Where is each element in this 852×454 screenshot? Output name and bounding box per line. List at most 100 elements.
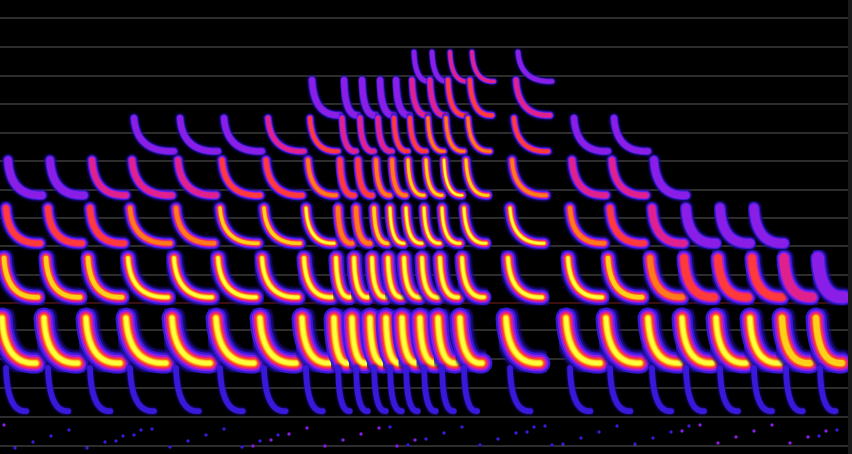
call-harmonic [648, 364, 675, 415]
noise-speck [132, 433, 136, 437]
call-harmonic [405, 113, 431, 157]
call-harmonic [0, 200, 48, 251]
noise-speck [716, 441, 720, 445]
noise-speck [817, 434, 821, 438]
call-harmonic [202, 304, 268, 377]
call-harmonic [82, 200, 132, 251]
noise-speck [222, 427, 226, 431]
call-harmonic [774, 248, 822, 307]
noise-speck [67, 428, 71, 432]
call-harmonic [438, 364, 458, 415]
call-harmonic [746, 200, 792, 251]
call-harmonic [118, 248, 178, 307]
noise-speck [698, 423, 702, 427]
noise-speck [49, 434, 53, 438]
call-harmonic [175, 113, 223, 157]
call-harmonic [802, 304, 852, 377]
call-harmonic [416, 200, 448, 251]
call-harmonic [86, 364, 114, 415]
call-harmonic [260, 154, 308, 202]
noise-speck [550, 443, 554, 447]
call-harmonic [712, 200, 758, 251]
noise-speck [824, 429, 828, 433]
call-harmonic [357, 75, 381, 121]
call-harmonic [260, 364, 290, 415]
call-harmonic [602, 200, 652, 251]
call-harmonic [348, 200, 378, 251]
call-harmonic [378, 248, 412, 307]
call-harmonic [569, 113, 613, 157]
call-harmonic [126, 364, 158, 415]
call-harmonic [606, 154, 652, 202]
noise-speck [240, 445, 244, 449]
vertical-scrollbar[interactable] [848, 0, 852, 454]
noise-speck [269, 438, 273, 442]
noise-speck [514, 431, 518, 435]
noise-speck [543, 424, 547, 428]
call-harmonic [44, 364, 72, 415]
call-harmonic [768, 304, 824, 377]
call-harmonic [370, 364, 390, 415]
call-harmonic [668, 304, 726, 377]
noise-speck [525, 430, 529, 434]
call-harmonic [648, 154, 692, 202]
call-harmonic [2, 154, 48, 202]
call-harmonic [30, 304, 92, 377]
noise-speck [388, 425, 392, 429]
noise-speck [323, 444, 327, 448]
call-harmonic [742, 248, 792, 307]
call-harmonic [36, 248, 90, 307]
call-harmonic [609, 113, 653, 157]
call-harmonic [702, 304, 760, 377]
noise-speck [680, 429, 684, 433]
call-harmonic [302, 154, 342, 202]
call-harmonic [337, 113, 361, 157]
noise-speck [168, 445, 172, 449]
noise-speck [806, 435, 810, 439]
call-harmonic [558, 248, 612, 307]
call-harmonic [168, 200, 222, 251]
call-harmonic [736, 304, 794, 377]
call-harmonic [716, 364, 742, 415]
call-harmonic [465, 75, 497, 121]
call-harmonic [430, 248, 468, 307]
call-harmonic [456, 200, 494, 251]
call-harmonic [678, 200, 724, 251]
call-harmonic [446, 304, 496, 377]
call-harmonic [355, 113, 379, 157]
call-harmonic [424, 304, 470, 377]
call-harmonic [438, 154, 468, 202]
noise-speck [114, 439, 118, 443]
call-harmonic [420, 154, 448, 202]
call-harmonic [434, 200, 468, 251]
call-harmonic [362, 248, 396, 307]
call-harmonic [129, 113, 179, 157]
call-harmonic [352, 154, 378, 202]
call-harmonic [443, 75, 471, 121]
call-harmonic [0, 248, 48, 307]
call-harmonic [216, 154, 266, 202]
call-harmonic [172, 364, 203, 415]
call-harmonic [402, 154, 430, 202]
noise-speck [687, 424, 691, 428]
call-harmonic [164, 248, 222, 307]
noise-speck [359, 432, 363, 436]
noise-speck [579, 436, 583, 440]
noise-speck [13, 446, 17, 450]
call-harmonic [566, 364, 594, 415]
call-harmonic [498, 248, 552, 307]
call-harmonic [511, 75, 555, 121]
call-harmonic [808, 248, 852, 307]
call-harmonic [506, 154, 552, 202]
noise-speck [276, 433, 280, 437]
noise-speck [139, 428, 143, 432]
noise-speck [406, 443, 410, 447]
call-harmonic [294, 248, 342, 307]
call-harmonic [256, 200, 308, 251]
call-harmonic [468, 48, 498, 85]
noise-speck [561, 442, 565, 446]
call-harmonic [288, 304, 344, 377]
call-harmonic [816, 364, 840, 415]
